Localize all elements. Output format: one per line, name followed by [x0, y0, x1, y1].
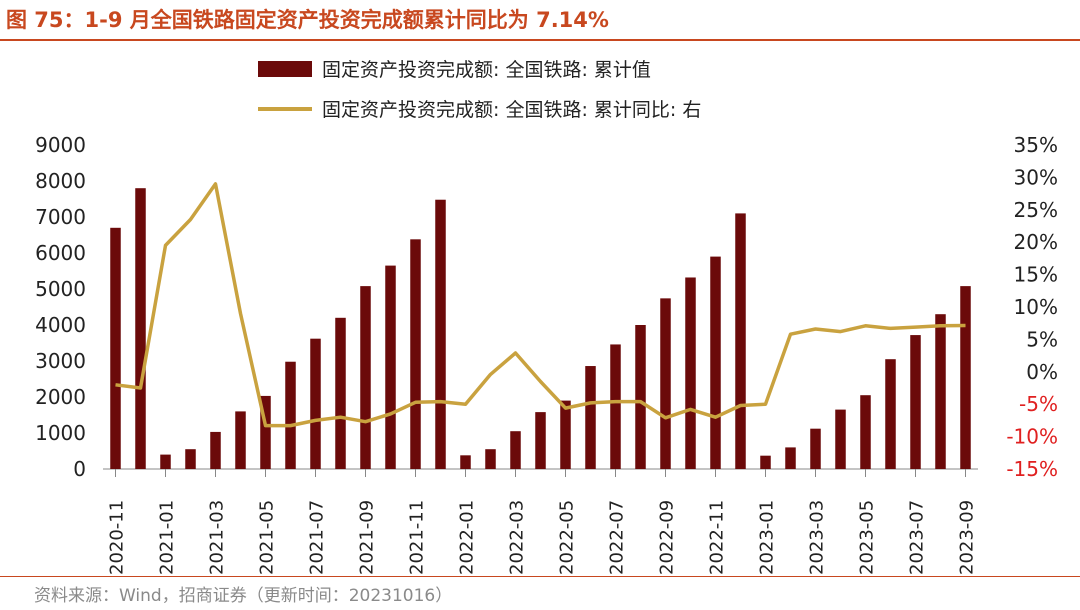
x-tick-label: 2022-01	[457, 500, 478, 575]
legend-label-line: 固定资产投资完成额: 全国铁路: 累计同比: 右	[322, 99, 701, 121]
x-tick-label: 2021-05	[257, 500, 278, 575]
x-tick-label: 2021-07	[307, 500, 328, 575]
right-tick-label: 5%	[1026, 327, 1058, 351]
bar	[960, 286, 971, 469]
left-tick-label: 5000	[35, 277, 86, 301]
bar	[935, 314, 946, 469]
x-tick-label: 2022-07	[607, 500, 628, 575]
bar	[735, 213, 746, 469]
bar	[435, 199, 446, 469]
source-note: 资料来源：Wind，招商证券（更新时间：20231016）	[34, 586, 453, 606]
x-axis-ticks	[115, 469, 966, 477]
right-tick-label: 30%	[1014, 165, 1058, 189]
bar	[310, 338, 321, 469]
right-axis: -15% -10% -5% 0% 5% 10% 15% 20% 25% 30% 35%	[1006, 133, 1058, 481]
legend: 固定资产投资完成额: 全国铁路: 累计值 固定资产投资完成额: 全国铁路: 累计…	[258, 59, 701, 121]
title-divider	[0, 39, 1080, 41]
left-tick-label: 8000	[35, 169, 86, 193]
x-tick-label: 2022-05	[557, 500, 578, 575]
right-tick-label: -10%	[1006, 425, 1058, 449]
bar	[485, 449, 496, 469]
left-tick-label: 9000	[35, 133, 86, 157]
bar	[160, 454, 171, 469]
x-axis-labels: 2020-11 2021-01 2021-03 2021-05 2021-07 2021-…	[107, 500, 978, 575]
bar	[585, 366, 596, 469]
right-tick-label: -5%	[1019, 392, 1058, 416]
left-tick-label: 0	[73, 457, 86, 481]
right-tick-label: 35%	[1014, 133, 1058, 157]
left-tick-label: 2000	[35, 385, 86, 409]
legend-swatch-bar	[258, 61, 312, 77]
bar	[560, 400, 571, 469]
x-tick-label: 2021-01	[157, 500, 178, 575]
bar	[110, 227, 121, 469]
left-tick-label: 4000	[35, 313, 86, 337]
bar	[460, 455, 471, 469]
bar	[610, 344, 621, 469]
bar	[235, 411, 246, 469]
left-tick-label: 1000	[35, 421, 86, 445]
bar	[285, 361, 296, 469]
x-tick-label: 2023-09	[957, 500, 978, 575]
bar	[810, 428, 821, 469]
bar	[785, 447, 796, 469]
x-tick-label: 2023-01	[757, 500, 778, 575]
bar	[835, 409, 846, 469]
bar	[635, 325, 646, 469]
bar	[260, 395, 271, 469]
bar	[385, 265, 396, 469]
bar	[185, 449, 196, 469]
x-tick-label: 2020-11	[107, 500, 128, 575]
right-tick-label: 20%	[1014, 230, 1058, 254]
bar	[360, 286, 371, 469]
bar	[860, 395, 871, 469]
line-series	[115, 182, 966, 428]
left-tick-label: 7000	[35, 205, 86, 229]
bar	[510, 431, 521, 469]
x-tick-label: 2022-11	[707, 500, 728, 575]
bar	[660, 298, 671, 469]
chart-area: 固定资产投资完成额: 全国铁路: 累计值 固定资产投资完成额: 全国铁路: 累计…	[35, 59, 1058, 575]
x-tick-label: 2021-11	[407, 500, 428, 575]
left-tick-label: 3000	[35, 349, 86, 373]
x-tick-label: 2021-09	[357, 500, 378, 575]
chart-title: 图 75：1-9 月全国铁路固定资产投资完成额累计同比为 7.14%	[6, 8, 609, 32]
right-tick-label: 10%	[1014, 295, 1058, 319]
bar	[410, 239, 421, 469]
right-tick-label: 15%	[1014, 263, 1058, 287]
left-tick-label: 6000	[35, 241, 86, 265]
right-tick-label: 0%	[1026, 360, 1058, 384]
footer-divider	[0, 576, 1080, 577]
bar	[535, 412, 546, 469]
left-axis: 0 1000 2000 3000 4000 5000 6000 7000 8000 9000	[35, 133, 86, 481]
bar	[760, 455, 771, 469]
bar	[910, 335, 921, 469]
x-tick-label: 2022-09	[657, 500, 678, 575]
x-tick-label: 2023-07	[907, 500, 928, 575]
right-tick-label: 25%	[1014, 198, 1058, 222]
bar-series	[110, 188, 971, 469]
bar	[710, 256, 721, 469]
yoy-line	[115, 182, 966, 428]
bar	[335, 317, 346, 469]
bar	[685, 277, 696, 469]
x-tick-label: 2021-03	[207, 500, 228, 575]
bar	[885, 359, 896, 469]
legend-label-bar: 固定资产投资完成额: 全国铁路: 累计值	[322, 59, 651, 81]
x-tick-label: 2023-05	[857, 500, 878, 575]
bar	[135, 188, 146, 469]
bar	[210, 431, 221, 469]
x-tick-label: 2022-03	[507, 500, 528, 575]
x-tick-label: 2023-03	[807, 500, 828, 575]
right-tick-label: -15%	[1006, 457, 1058, 481]
